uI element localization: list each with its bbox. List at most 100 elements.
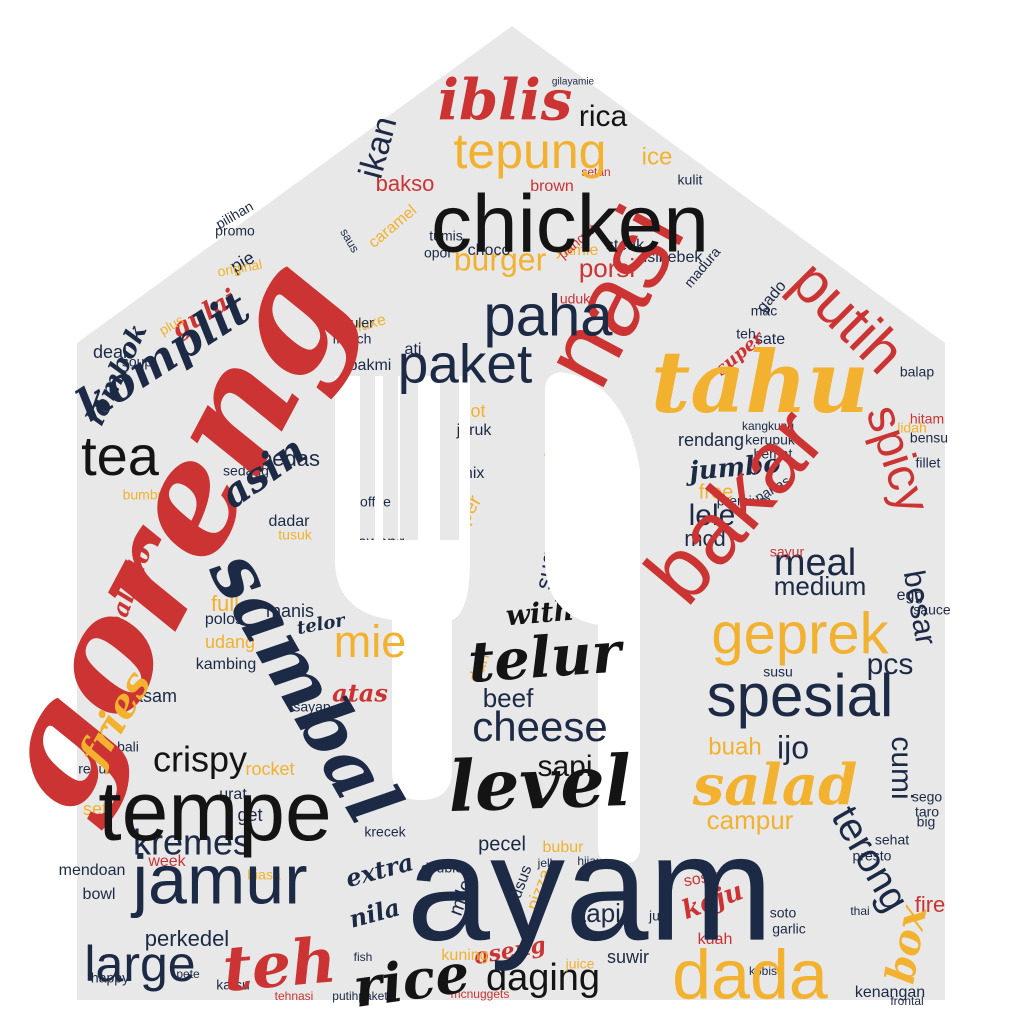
- word-deal: deal: [93, 342, 127, 362]
- word-brown: brown: [530, 178, 574, 195]
- word-yamie: yamie: [556, 242, 599, 259]
- word-kambing: kambing: [196, 656, 256, 673]
- word-jamur: jamur: [130, 840, 307, 918]
- word-bakmi: bakmi: [349, 357, 392, 374]
- word-garlic: garlic: [772, 921, 805, 937]
- word-uduk: uduk: [560, 291, 591, 307]
- word-tapi: tapi: [579, 898, 621, 928]
- word-rica: rica: [579, 100, 628, 133]
- word-jus: jus: [648, 908, 667, 924]
- word-ice: ice: [642, 143, 673, 170]
- word-sedang: sedang: [223, 463, 269, 479]
- house-icon: [77, 26, 945, 1000]
- word-krecek: krecek: [364, 824, 406, 840]
- word-ati: ati: [405, 341, 422, 358]
- word-lele: lele: [689, 499, 736, 532]
- word-bali: bali: [117, 739, 139, 755]
- word-campur: campur: [707, 805, 794, 835]
- word-hemat: hemat: [754, 446, 793, 462]
- word-setan: setan: [581, 165, 610, 179]
- word-bensu: bensu: [910, 430, 948, 446]
- word-full: full: [211, 591, 239, 616]
- word-tepung: tepung: [454, 123, 607, 179]
- word-tumis: tumis: [429, 228, 462, 244]
- word-crispy: crispy: [153, 739, 247, 780]
- word-sapi: sapi: [537, 750, 592, 783]
- word-sego: sego: [912, 789, 943, 805]
- word-burger: burger: [454, 241, 547, 277]
- word-atas: atas: [332, 679, 388, 708]
- word-taro: taro: [915, 804, 939, 820]
- word-salad: salad: [692, 753, 858, 819]
- word-spesial: spesial: [707, 662, 894, 729]
- word-get: get: [237, 805, 262, 825]
- word-putihpaket: putihpaket: [332, 989, 388, 1003]
- word-chicken: chicken: [431, 179, 709, 270]
- word-pcs: pcs: [867, 648, 914, 681]
- word-french: french: [333, 331, 372, 347]
- word-iblis: iblis: [438, 68, 573, 134]
- word-perkedel: perkedel: [145, 926, 229, 951]
- word-bubur: bubur: [543, 839, 585, 856]
- word-rendang: rendang: [678, 430, 744, 450]
- word-mie: mie: [334, 616, 407, 667]
- word-level: level: [447, 739, 633, 828]
- word-bakso: bakso: [376, 171, 435, 196]
- word-frontal: frontal: [890, 994, 923, 1008]
- word-soto: soto: [770, 905, 797, 921]
- word-pete: pete: [176, 967, 200, 981]
- word-porsi: porsi: [579, 253, 635, 283]
- word-hijau: hijau: [577, 854, 602, 868]
- word-buah: buah: [708, 733, 761, 760]
- word-mac: mac: [751, 303, 777, 319]
- word-biasa: biasa: [247, 867, 281, 883]
- word-tahu: tahu: [651, 333, 869, 433]
- word-kuning: kuning: [441, 947, 488, 964]
- word-bowl: bowl: [83, 886, 116, 903]
- word-pedas: pedas: [260, 446, 320, 471]
- word-kangkung: kangkung: [742, 419, 794, 433]
- word-dadar: dadar: [269, 513, 311, 530]
- word-set: set: [83, 799, 107, 819]
- word-kuah: kuah: [698, 931, 733, 948]
- word-lidah: lidah: [897, 420, 927, 436]
- word-fillet: fillet: [916, 455, 941, 471]
- word-fire: fire: [915, 892, 946, 917]
- word-sayap: sayap: [293, 699, 331, 715]
- word-thai: thai: [850, 904, 869, 918]
- word-happy: happy: [91, 970, 129, 986]
- word-urat: urat: [219, 786, 247, 803]
- word-daging: daging: [486, 957, 600, 999]
- word-soup: soup: [122, 354, 153, 370]
- word-reguler: reguler: [330, 315, 374, 331]
- word-opor: opor: [424, 245, 452, 261]
- word-geprek: geprek: [711, 601, 889, 666]
- word-manis: manis: [266, 601, 314, 621]
- word-susu: susu: [763, 664, 793, 680]
- word-ijo: ijo: [777, 729, 809, 765]
- word-tehnasi: tehnasi: [275, 989, 314, 1003]
- word-fish: fish: [354, 950, 373, 964]
- word-kenangan: kenangan: [855, 984, 925, 1001]
- word-paha: paha: [483, 283, 613, 348]
- word-teh: teh: [736, 326, 755, 342]
- word-kerupuk: kerupuk: [745, 432, 796, 448]
- word-dada: dada: [672, 935, 828, 1013]
- word-tempe: tempe: [98, 764, 331, 858]
- word-sauce: sauce: [913, 602, 951, 618]
- word-mcd: mcd: [684, 526, 726, 551]
- word-juice: juice: [565, 956, 595, 972]
- word-cumi: cumi: [885, 736, 918, 799]
- word-regular: regular: [78, 761, 122, 777]
- fork-knife-icon: [335, 372, 640, 865]
- word-mcnuggets: mcnuggets: [451, 987, 510, 1001]
- word-polos: polos: [205, 611, 243, 628]
- word-pecel: pecel: [478, 833, 526, 855]
- word-gilayamie: gilayamie: [552, 77, 595, 88]
- word-choco: choco: [468, 242, 511, 259]
- word-udang: udang: [205, 632, 255, 652]
- word-presto: presto: [853, 848, 892, 864]
- word-suwir: suwir: [607, 947, 649, 967]
- word-kulit: kulit: [678, 172, 703, 188]
